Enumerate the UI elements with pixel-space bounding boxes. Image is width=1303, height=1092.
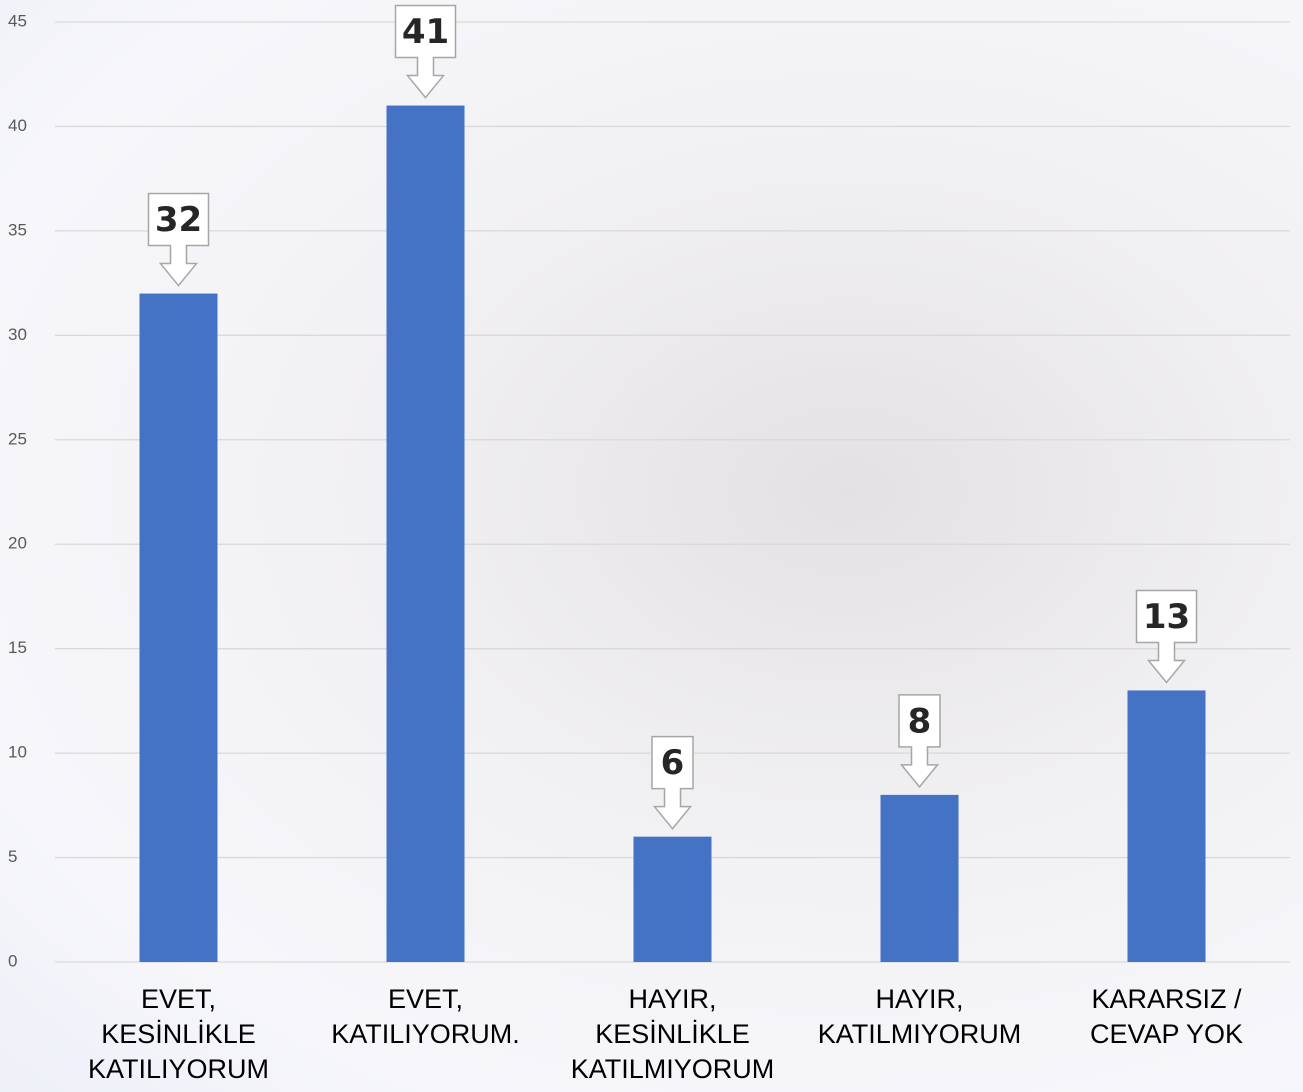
value-label: 8 <box>908 701 932 741</box>
x-tick-label: HAYIR, KATILMIYORUM <box>796 982 1043 1052</box>
bar <box>634 837 712 962</box>
y-tick-label: 10 <box>8 743 27 762</box>
bar <box>140 294 218 962</box>
y-tick-label: 40 <box>8 116 27 135</box>
bar <box>881 795 959 962</box>
chart-page: 0 5 10 15 20 25 30 35 40 45 32 41 6 8 13 EVET, KESİNLİ… <box>0 0 1303 1092</box>
y-tick-label: 15 <box>8 638 27 657</box>
y-tick-label: 20 <box>8 534 27 553</box>
bar <box>387 106 465 962</box>
y-tick-label: 35 <box>8 220 27 239</box>
y-tick-label: 25 <box>8 429 27 448</box>
x-tick-label: EVET, KESİNLİKLE KATILIYORUM <box>55 982 302 1087</box>
x-tick-label: HAYIR, KESİNLİKLE KATILMIYORUM <box>549 982 796 1087</box>
y-tick-label: 30 <box>8 325 27 344</box>
y-tick-label: 0 <box>8 951 17 970</box>
chart: 0 5 10 15 20 25 30 35 40 45 32 41 6 8 13 <box>0 0 1303 1092</box>
x-tick-label: EVET, KATILIYORUM. <box>302 982 549 1052</box>
value-label: 32 <box>155 200 202 240</box>
value-label: 13 <box>1143 597 1190 637</box>
bar <box>1128 690 1206 962</box>
value-label: 6 <box>661 743 685 783</box>
value-label: 41 <box>402 12 449 52</box>
y-tick-label: 5 <box>8 847 17 866</box>
y-tick-label: 45 <box>8 11 27 30</box>
x-tick-label: KARARSIZ / CEVAP YOK <box>1043 982 1290 1052</box>
